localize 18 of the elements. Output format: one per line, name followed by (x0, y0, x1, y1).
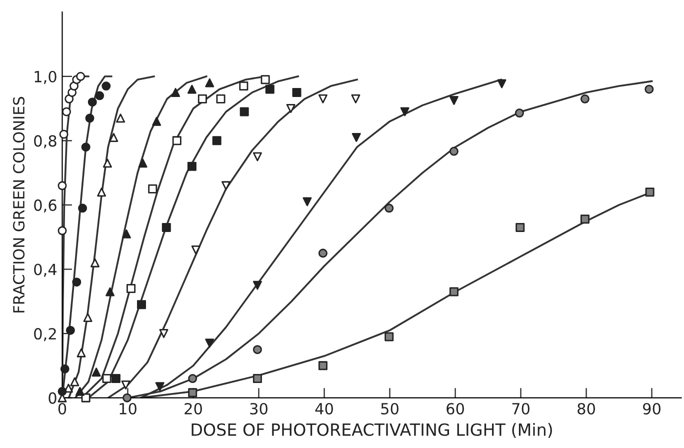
x-tick-label: 20 (184, 402, 202, 415)
x-tick-label: 10 (120, 402, 136, 415)
y-tick-label: 0 (48, 392, 56, 404)
x-tick-label: 50 (381, 402, 398, 415)
x-axis-title: DOSE OF PHOTOREACTIVATING LIGHT (Min) (192, 423, 552, 438)
y-axis-title: FRACTION GREEN COLONIES (13, 96, 25, 312)
x-tick-label: 40 (315, 402, 333, 415)
x-tick-label: 80 (578, 402, 595, 415)
x-tick-label: 30 (250, 402, 268, 415)
y-tick-label: 0,2 (34, 328, 56, 342)
y-tick-label: 0,8 (34, 135, 56, 148)
x-tick-label: 70 (512, 402, 530, 415)
x-tick-label: 60 (446, 402, 464, 415)
x-tick-label: 90 (643, 402, 660, 415)
y-tick-label: 0,6 (34, 199, 56, 213)
y-tick-label: 1,0 (34, 70, 56, 84)
y-tick-label: 0,4 (34, 264, 57, 277)
x-tick-label: 0 (58, 402, 66, 415)
